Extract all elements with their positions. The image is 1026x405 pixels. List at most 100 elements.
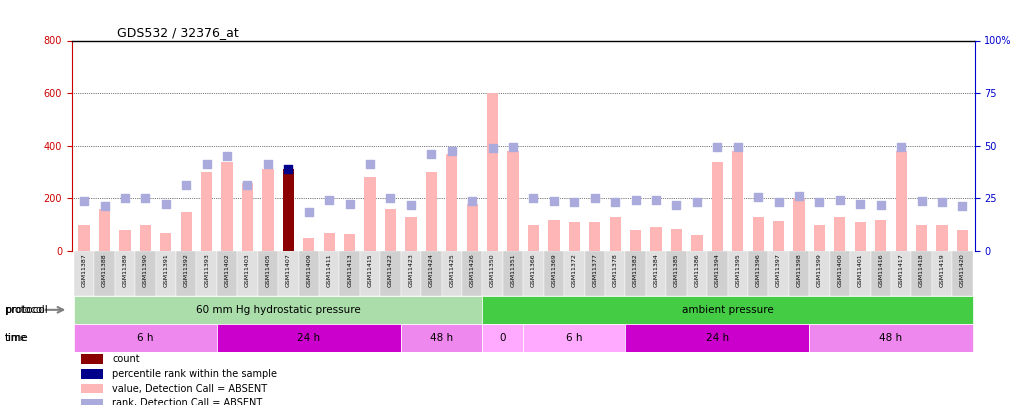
Text: GSM11426: GSM11426	[470, 254, 475, 287]
Bar	[364, 177, 376, 251]
Text: GSM11394: GSM11394	[715, 254, 720, 287]
Point	[954, 203, 971, 210]
Bar	[916, 225, 928, 251]
Text: value, Detection Call = ABSENT: value, Detection Call = ABSENT	[113, 384, 268, 394]
Bar	[937, 225, 948, 251]
Bar	[385, 209, 396, 251]
Text: 24 h: 24 h	[706, 333, 728, 343]
Bar	[344, 234, 355, 251]
Point	[158, 200, 174, 207]
Bar	[81, 384, 104, 393]
Bar	[360, 251, 381, 296]
Text: GSM11405: GSM11405	[266, 254, 271, 287]
Point	[301, 208, 317, 215]
Bar	[851, 251, 870, 296]
Point	[96, 203, 113, 210]
Bar	[237, 251, 258, 296]
Bar	[78, 225, 89, 251]
Bar	[830, 251, 851, 296]
Text: GSM11351: GSM11351	[511, 254, 515, 287]
Bar	[176, 251, 196, 296]
Bar	[462, 251, 482, 296]
Point	[771, 199, 787, 206]
Bar	[258, 251, 278, 296]
Bar	[626, 251, 645, 296]
Bar	[446, 153, 458, 251]
Bar	[181, 211, 192, 251]
Bar	[74, 296, 482, 324]
Bar	[401, 251, 421, 296]
Text: GSM11409: GSM11409	[307, 254, 311, 287]
Bar	[834, 217, 845, 251]
Text: GSM11420: GSM11420	[960, 254, 964, 287]
Text: GSM11392: GSM11392	[184, 254, 189, 287]
Point	[525, 195, 542, 202]
Bar	[523, 251, 544, 296]
Text: GSM11372: GSM11372	[571, 254, 577, 287]
Text: GSM11413: GSM11413	[347, 254, 352, 287]
Text: GSM11391: GSM11391	[163, 254, 168, 287]
Bar	[748, 251, 768, 296]
Bar	[201, 172, 212, 251]
Bar	[789, 251, 810, 296]
Bar	[752, 217, 763, 251]
Bar	[508, 151, 519, 251]
Bar	[630, 230, 641, 251]
Point	[383, 195, 399, 202]
Bar	[814, 225, 825, 251]
Point	[812, 199, 828, 206]
Bar	[733, 151, 744, 251]
Bar	[135, 251, 156, 296]
Text: GSM11418: GSM11418	[919, 254, 924, 287]
Text: time: time	[5, 333, 28, 343]
Bar	[74, 251, 94, 296]
Bar	[564, 251, 585, 296]
Bar	[768, 251, 789, 296]
Bar	[523, 324, 626, 352]
Bar	[503, 251, 523, 296]
Point	[607, 199, 624, 206]
Text: GSM11384: GSM11384	[654, 254, 659, 287]
Bar	[875, 220, 886, 251]
Text: GSM11395: GSM11395	[736, 254, 740, 287]
Text: GSM11423: GSM11423	[408, 254, 413, 287]
Bar	[626, 324, 810, 352]
Bar	[441, 251, 462, 296]
Bar	[957, 230, 969, 251]
Point	[280, 166, 297, 173]
Text: GSM11350: GSM11350	[490, 254, 496, 287]
Bar	[666, 251, 686, 296]
Text: GSM11398: GSM11398	[796, 254, 801, 287]
Bar	[115, 251, 135, 296]
Point	[546, 198, 562, 204]
Text: GSM11411: GSM11411	[326, 254, 331, 287]
Bar	[81, 354, 104, 364]
Bar	[773, 221, 784, 251]
Text: GSM11397: GSM11397	[776, 254, 781, 287]
Text: 6 h: 6 h	[566, 333, 583, 343]
Point	[239, 182, 255, 189]
Point	[362, 161, 379, 168]
Text: GSM11377: GSM11377	[592, 254, 597, 287]
Bar	[140, 225, 151, 251]
Bar	[650, 228, 662, 251]
Point	[505, 144, 521, 150]
Point	[628, 196, 644, 203]
Point	[423, 150, 439, 157]
Text: GSM11387: GSM11387	[82, 254, 86, 287]
Text: GSM11402: GSM11402	[225, 254, 230, 287]
Bar	[952, 251, 973, 296]
Point	[872, 202, 889, 208]
Text: GSM11378: GSM11378	[613, 254, 618, 287]
Point	[260, 161, 276, 168]
Bar	[94, 251, 115, 296]
Point	[117, 195, 133, 202]
Bar	[911, 251, 932, 296]
Point	[342, 200, 358, 207]
Bar	[160, 232, 171, 251]
Bar	[81, 369, 104, 379]
Point	[177, 182, 194, 189]
Bar	[426, 172, 437, 251]
Text: GSM11415: GSM11415	[367, 254, 372, 287]
Text: GSM11403: GSM11403	[245, 254, 250, 287]
